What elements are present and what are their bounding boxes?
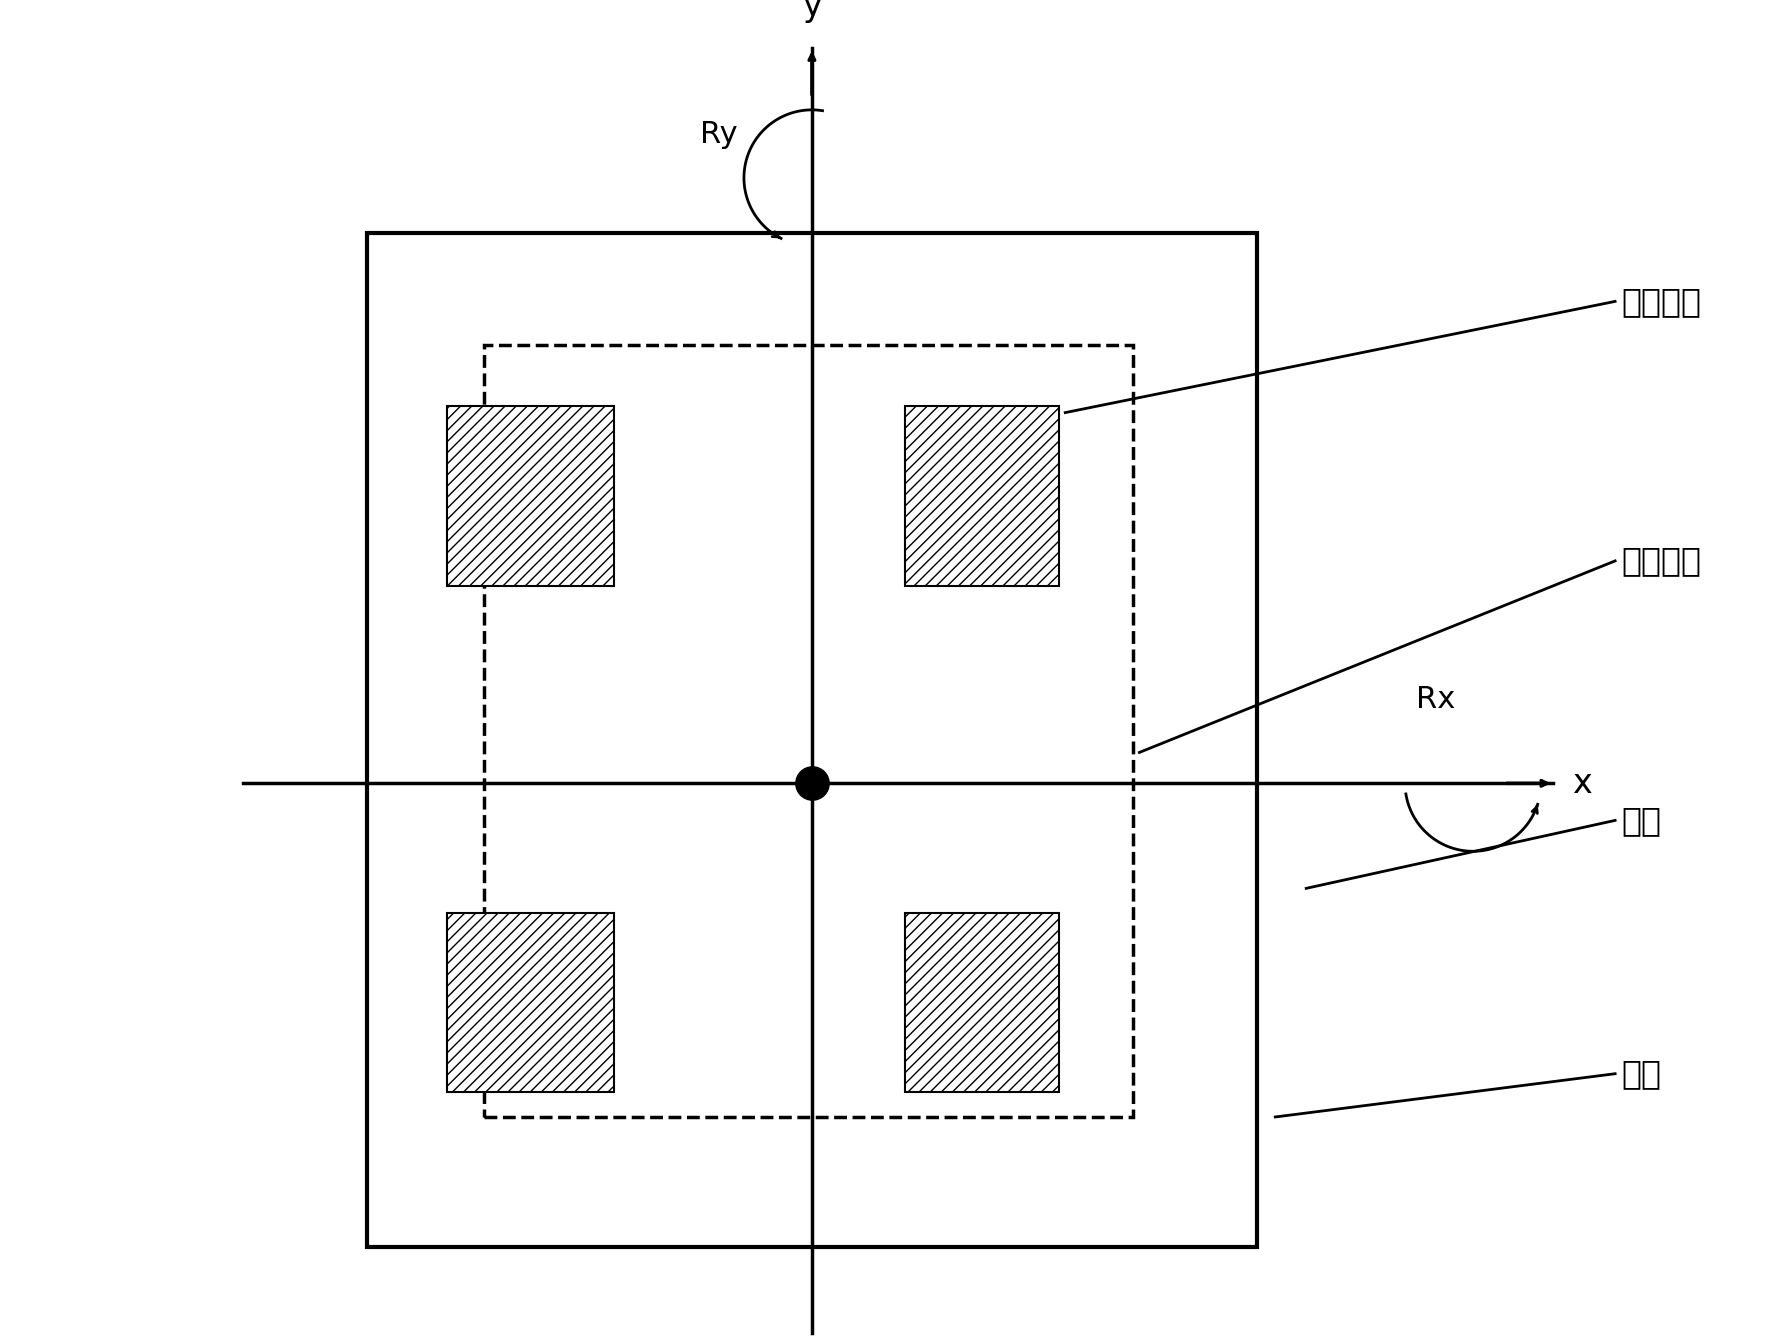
Text: Rx: Rx <box>1415 685 1456 713</box>
Text: 图像: 图像 <box>1621 1057 1661 1090</box>
Bar <box>368 234 1257 1246</box>
Text: Ry: Ry <box>700 120 739 150</box>
Bar <box>904 912 1058 1093</box>
Bar <box>448 406 614 585</box>
Bar <box>448 912 614 1093</box>
Text: 目标: 目标 <box>1621 804 1661 836</box>
Bar <box>485 345 1133 1117</box>
Text: x: x <box>1572 767 1591 800</box>
Bar <box>904 406 1058 585</box>
Text: 边缘图案: 边缘图案 <box>1621 285 1701 318</box>
Text: 中心图案: 中心图案 <box>1621 544 1701 577</box>
Text: y: y <box>803 0 822 23</box>
